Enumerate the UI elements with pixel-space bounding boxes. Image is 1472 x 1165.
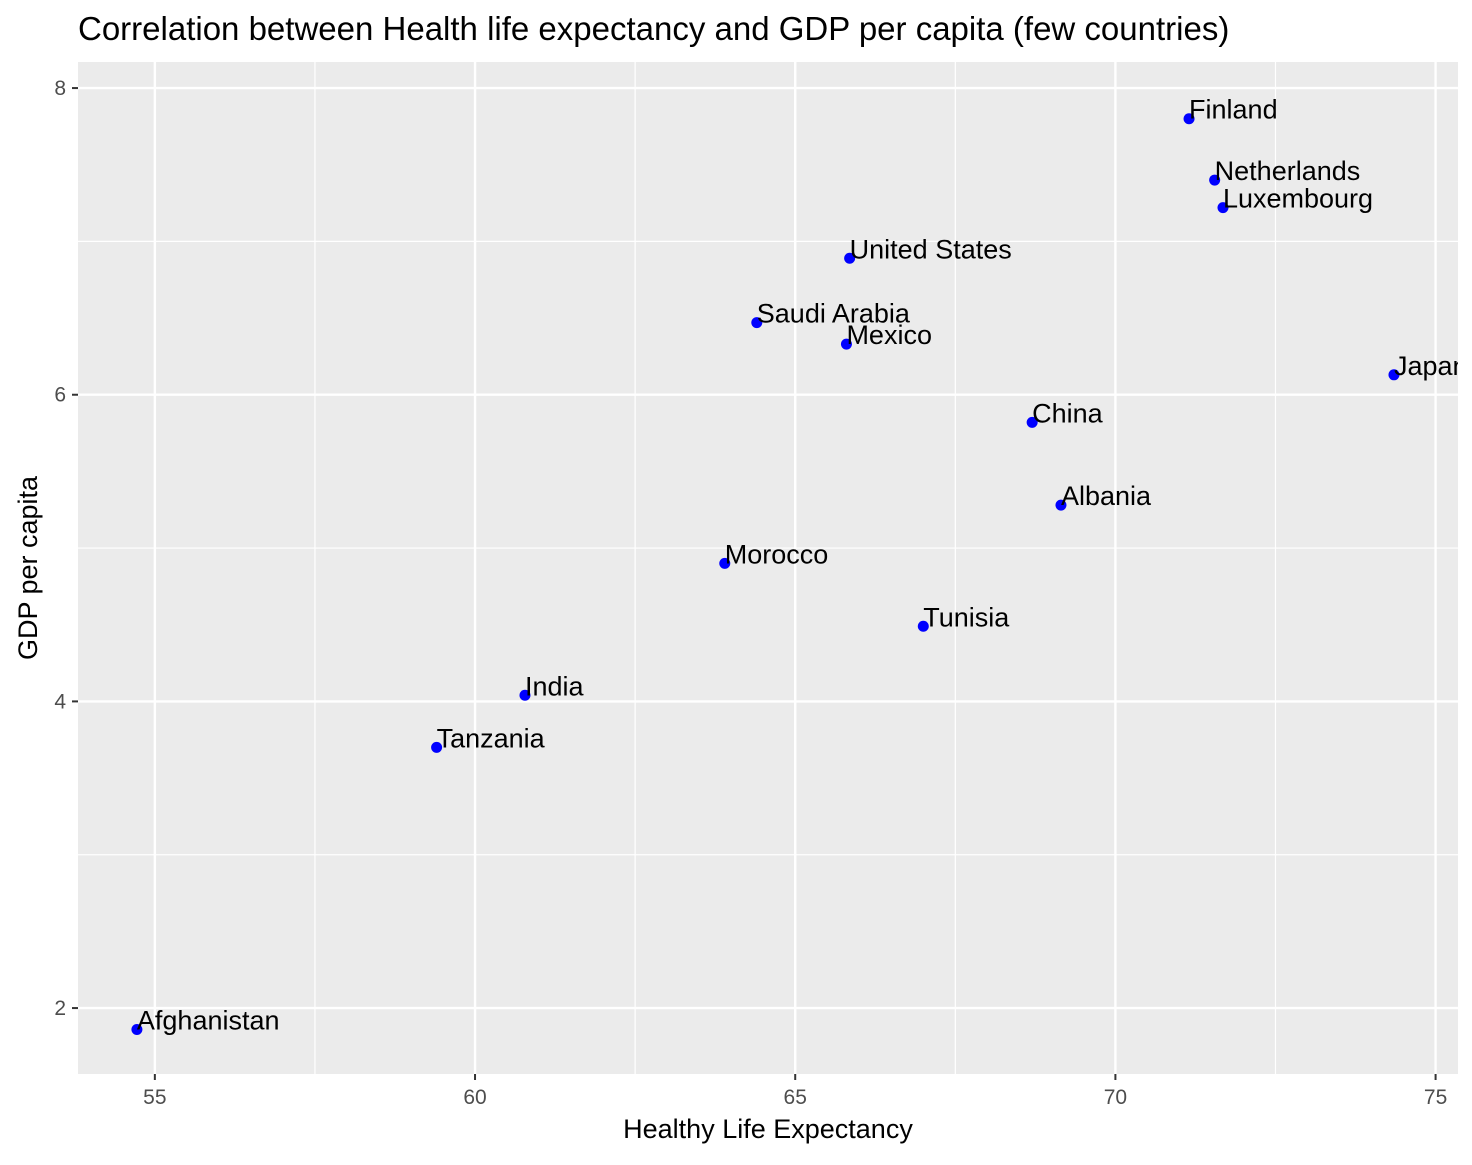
y-tick-label: 4 [54,690,66,713]
data-point-label: Albania [1061,481,1152,511]
x-tick-label: 70 [1104,1086,1127,1109]
data-point-label: Tunisia [923,602,1010,632]
data-point [1055,499,1067,511]
data-point [719,557,731,569]
grid-major [78,62,1458,1074]
y-tick-label: 2 [54,997,66,1020]
data-point [1388,369,1400,381]
x-axis: 55 60 65 70 75 [143,1074,1447,1109]
data-point-label: United States [850,234,1012,264]
data-point-label: Saudi Arabia [757,299,911,329]
data-point [1026,416,1038,428]
data-point [1209,174,1221,186]
x-tick-label: 75 [1424,1086,1447,1109]
x-tick-label: 65 [784,1086,807,1109]
plot-panel [78,62,1458,1074]
data-point-label: Luxembourg [1223,184,1373,214]
data-point-label: Japan [1394,351,1468,381]
data-point-label: China [1032,398,1104,428]
x-tick-label: 60 [463,1086,486,1109]
data-point [1183,113,1195,125]
data-point-label: Afghanistan [137,1006,280,1036]
chart-title: Correlation between Health life expectan… [78,10,1229,47]
y-tick-label: 6 [54,384,66,407]
data-point-label: Morocco [725,539,829,569]
data-point [840,338,852,350]
x-axis-title: Healthy Life Expectancy [623,1114,913,1144]
y-tick-label: 8 [54,77,66,100]
data-point [751,317,763,329]
data-point-label: Netherlands [1215,156,1361,186]
data-point [519,689,531,701]
data-point [917,620,929,632]
data-point [844,252,856,264]
y-axis-title: GDP per capita [13,475,43,660]
data-point-label: Mexico [846,320,932,350]
data-point [1217,202,1229,214]
data-point [131,1024,143,1036]
data-point-label: India [525,671,585,701]
data-point-label: Finland [1189,95,1278,125]
data-point-label: Tanzania [437,723,546,753]
y-axis: 2 4 6 8 [54,77,78,1020]
data-point [431,741,443,753]
x-tick-label: 55 [143,1086,166,1109]
grid-minor [78,62,1458,1074]
